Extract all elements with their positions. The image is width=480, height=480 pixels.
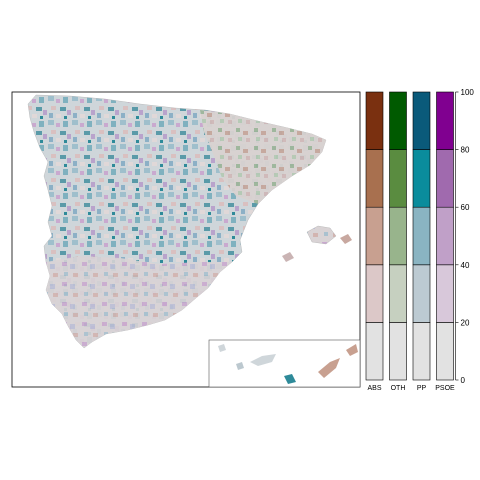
northeast-region [200, 110, 326, 204]
legend-swatch-oth-1 [389, 264, 407, 323]
legend-swatch-psoe-3 [436, 149, 454, 208]
legend-swatch-oth-0 [389, 322, 407, 381]
legend-swatch-psoe-0 [436, 322, 454, 381]
legend-labels: ABS OTH PP PSOE [367, 385, 455, 392]
legend-swatch-abs-3 [365, 149, 384, 208]
legend-tick-label-80: 80 [461, 146, 470, 155]
legend-label-oth: OTH [391, 385, 406, 392]
island-6 [346, 344, 358, 356]
legend-swatch-pp-2 [412, 206, 431, 266]
legend-swatch-abs-2 [365, 206, 384, 266]
legend-swatch-pp-1 [412, 264, 431, 323]
balearic-islands [306, 225, 337, 245]
legend-swatch-abs-1 [365, 264, 384, 323]
balearic-small-2 [340, 234, 352, 244]
legend-bars [365, 91, 454, 381]
map-of-spain [27, 94, 352, 349]
island-2 [236, 362, 244, 370]
legend-tick-label-40: 40 [461, 261, 470, 270]
island-3 [250, 354, 276, 366]
legend-tick-label-60: 60 [461, 203, 470, 212]
canary-islands [218, 344, 358, 384]
legend: 0 20 40 60 80 100 ABS OTH PP PSOE [365, 88, 475, 392]
legend-label-psoe: PSOE [435, 385, 455, 392]
legend-swatch-pp-0 [412, 322, 431, 381]
legend-swatch-oth-4 [389, 91, 407, 150]
legend-swatch-abs-0 [365, 322, 384, 381]
legend-swatch-psoe-1 [436, 264, 454, 323]
island-1 [218, 344, 226, 352]
legend-swatch-oth-2 [389, 206, 407, 266]
legend-swatch-psoe-4 [436, 91, 454, 150]
legend-label-abs: ABS [367, 385, 381, 392]
legend-tick-label-100: 100 [461, 88, 475, 97]
island-4 [284, 374, 296, 384]
legend-swatch-abs-4 [365, 91, 384, 150]
island-5 [318, 358, 340, 378]
legend-swatch-pp-4 [412, 91, 431, 150]
balearic-small-1 [282, 252, 294, 262]
legend-swatch-oth-3 [389, 149, 407, 208]
legend-swatch-pp-3 [412, 149, 431, 208]
south-region [46, 256, 232, 348]
legend-tick-label-20: 20 [461, 318, 470, 327]
legend-axis: 0 20 40 60 80 100 [455, 88, 475, 385]
legend-tick-label-0: 0 [461, 376, 466, 385]
legend-swatch-psoe-2 [436, 206, 454, 266]
legend-label-pp: PP [417, 385, 427, 392]
